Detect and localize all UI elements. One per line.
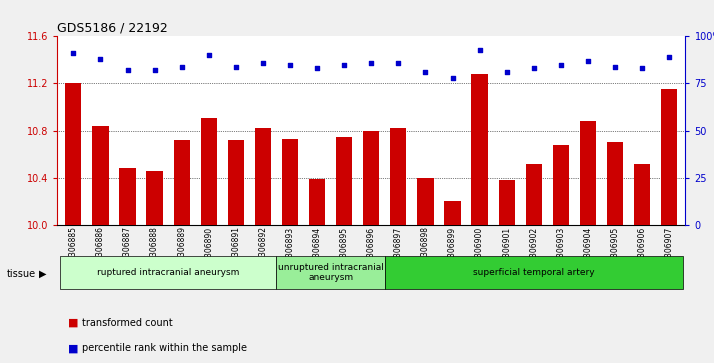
Point — [393, 60, 404, 66]
Point — [311, 65, 323, 71]
Text: ▶: ▶ — [39, 269, 47, 279]
Bar — [471, 74, 488, 225]
Point — [366, 60, 377, 66]
Point — [338, 62, 350, 68]
Point — [122, 68, 134, 73]
Point — [420, 69, 431, 75]
Text: unruptured intracranial
aneurysm: unruptured intracranial aneurysm — [278, 262, 383, 282]
Point — [474, 46, 486, 52]
Point — [501, 69, 513, 75]
Bar — [201, 118, 217, 225]
Text: ruptured intracranial aneurysm: ruptured intracranial aneurysm — [97, 268, 239, 277]
Bar — [336, 136, 352, 225]
Bar — [255, 128, 271, 225]
Bar — [92, 126, 109, 225]
Bar — [580, 121, 596, 225]
Point — [555, 62, 567, 68]
Text: tissue: tissue — [7, 269, 36, 279]
Point — [447, 75, 458, 81]
Bar — [498, 180, 515, 225]
Point — [582, 58, 593, 64]
Bar — [526, 164, 542, 225]
Text: ■: ■ — [68, 343, 79, 354]
Bar — [282, 139, 298, 225]
FancyBboxPatch shape — [60, 256, 276, 289]
Point — [528, 65, 540, 71]
Text: ■: ■ — [68, 318, 79, 328]
Text: transformed count: transformed count — [82, 318, 173, 328]
Bar — [417, 178, 433, 225]
Point — [636, 65, 648, 71]
Bar — [174, 140, 190, 225]
Bar — [65, 83, 81, 225]
Bar — [634, 164, 650, 225]
Point — [203, 52, 214, 58]
Point — [68, 50, 79, 56]
Point — [663, 54, 675, 60]
Bar — [363, 131, 379, 225]
FancyBboxPatch shape — [385, 256, 683, 289]
Text: superficial temporal artery: superficial temporal artery — [473, 268, 595, 277]
Bar — [444, 201, 461, 225]
Bar — [119, 168, 136, 225]
Point — [609, 64, 620, 69]
Point — [284, 62, 296, 68]
Bar — [391, 128, 406, 225]
Bar — [661, 89, 678, 225]
Point — [257, 60, 268, 66]
Bar — [309, 179, 326, 225]
FancyBboxPatch shape — [276, 256, 385, 289]
Bar — [607, 143, 623, 225]
Bar — [553, 145, 569, 225]
Point — [149, 68, 161, 73]
Bar — [228, 140, 244, 225]
Bar — [146, 171, 163, 225]
Text: GDS5186 / 22192: GDS5186 / 22192 — [57, 22, 168, 35]
Point — [95, 56, 106, 62]
Point — [230, 64, 241, 69]
Point — [176, 64, 187, 69]
Text: percentile rank within the sample: percentile rank within the sample — [82, 343, 247, 354]
